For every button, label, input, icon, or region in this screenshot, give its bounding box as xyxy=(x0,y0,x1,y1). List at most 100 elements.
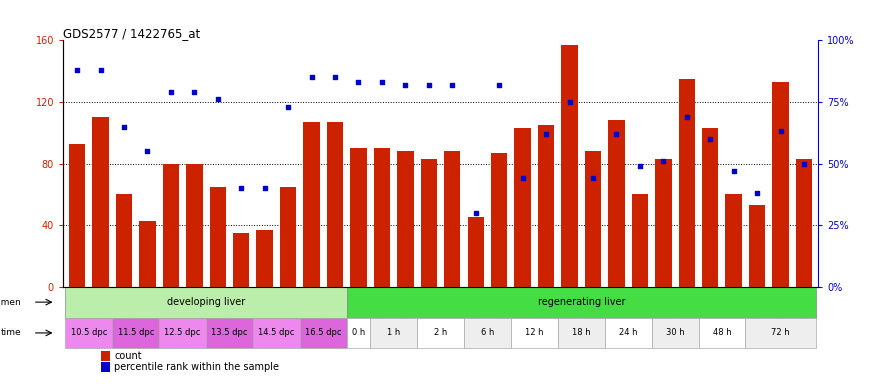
Bar xyxy=(397,151,414,287)
Bar xyxy=(749,205,766,287)
Text: specimen: specimen xyxy=(0,298,22,307)
Text: regenerating liver: regenerating liver xyxy=(537,297,625,307)
Text: developing liver: developing liver xyxy=(167,297,245,307)
Bar xyxy=(773,82,788,287)
Bar xyxy=(116,194,132,287)
Bar xyxy=(655,159,671,287)
Bar xyxy=(327,122,343,287)
Bar xyxy=(163,164,179,287)
Bar xyxy=(66,287,346,318)
Point xyxy=(633,163,647,169)
Point xyxy=(797,161,811,167)
Point xyxy=(374,79,388,85)
Bar xyxy=(346,318,370,348)
Text: 11.5 dpc: 11.5 dpc xyxy=(117,328,154,338)
Point xyxy=(257,185,271,191)
Bar xyxy=(562,45,578,287)
Text: 0 h: 0 h xyxy=(352,328,365,338)
Bar xyxy=(491,153,508,287)
Bar xyxy=(679,79,695,287)
Text: 24 h: 24 h xyxy=(619,328,637,338)
Bar xyxy=(253,318,300,348)
Bar xyxy=(370,318,417,348)
Bar xyxy=(421,159,437,287)
Bar xyxy=(632,194,648,287)
Point xyxy=(493,82,507,88)
Bar xyxy=(514,128,531,287)
Point xyxy=(328,74,342,80)
Bar xyxy=(538,125,554,287)
Point xyxy=(281,104,295,110)
Bar xyxy=(69,144,85,287)
Point xyxy=(164,89,178,95)
Point xyxy=(469,210,483,216)
Bar xyxy=(350,148,367,287)
Bar xyxy=(464,318,511,348)
Point xyxy=(774,128,788,134)
Point xyxy=(656,158,670,164)
Point xyxy=(680,114,694,120)
Point xyxy=(610,131,624,137)
Bar xyxy=(233,233,249,287)
Text: 14.5 dpc: 14.5 dpc xyxy=(258,328,295,338)
Bar xyxy=(652,318,698,348)
Bar xyxy=(210,187,226,287)
Bar xyxy=(746,318,816,348)
Point xyxy=(187,89,201,95)
Bar xyxy=(558,318,605,348)
Point xyxy=(445,82,459,88)
Text: 30 h: 30 h xyxy=(666,328,684,338)
Text: 18 h: 18 h xyxy=(572,328,591,338)
Bar xyxy=(796,159,812,287)
Text: 13.5 dpc: 13.5 dpc xyxy=(211,328,248,338)
Bar xyxy=(417,318,464,348)
Point xyxy=(586,175,600,181)
Point xyxy=(704,136,717,142)
Bar xyxy=(444,151,460,287)
Text: 10.5 dpc: 10.5 dpc xyxy=(71,328,107,338)
Point xyxy=(234,185,248,191)
Point xyxy=(539,131,553,137)
Text: count: count xyxy=(115,351,142,361)
Point xyxy=(422,82,436,88)
Bar xyxy=(346,287,816,318)
Bar xyxy=(93,118,108,287)
Bar xyxy=(256,230,273,287)
Point xyxy=(70,67,84,73)
Text: 12.5 dpc: 12.5 dpc xyxy=(164,328,200,338)
Text: 1 h: 1 h xyxy=(387,328,400,338)
Bar xyxy=(101,362,110,372)
Point xyxy=(211,96,225,103)
Point xyxy=(140,148,154,154)
Bar xyxy=(605,318,652,348)
Point xyxy=(398,82,412,88)
Text: 16.5 dpc: 16.5 dpc xyxy=(305,328,341,338)
Bar xyxy=(702,128,718,287)
Point xyxy=(750,190,764,196)
Bar xyxy=(101,351,110,361)
Text: 2 h: 2 h xyxy=(434,328,447,338)
Bar xyxy=(66,318,112,348)
Bar xyxy=(698,318,746,348)
Point xyxy=(515,175,529,181)
Point xyxy=(304,74,318,80)
Bar xyxy=(159,318,206,348)
Bar xyxy=(374,148,390,287)
Text: 48 h: 48 h xyxy=(712,328,732,338)
Text: 12 h: 12 h xyxy=(525,328,543,338)
Text: GDS2577 / 1422765_at: GDS2577 / 1422765_at xyxy=(63,27,200,40)
Point xyxy=(117,124,131,130)
Bar xyxy=(206,318,253,348)
Bar xyxy=(186,164,202,287)
Point xyxy=(727,168,741,174)
Text: 72 h: 72 h xyxy=(771,328,790,338)
Bar xyxy=(300,318,346,348)
Bar xyxy=(139,220,156,287)
Bar xyxy=(467,217,484,287)
Text: 6 h: 6 h xyxy=(480,328,494,338)
Bar xyxy=(511,318,558,348)
Bar xyxy=(725,194,742,287)
Point xyxy=(352,79,366,85)
Point xyxy=(94,67,108,73)
Text: percentile rank within the sample: percentile rank within the sample xyxy=(115,362,279,372)
